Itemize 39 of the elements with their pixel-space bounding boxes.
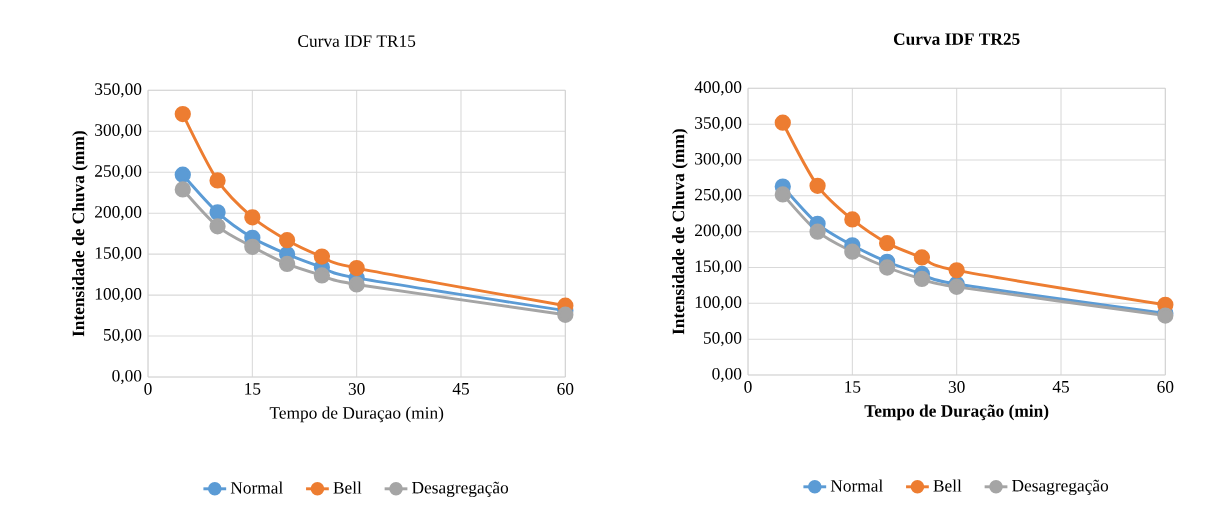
- y-tick-label: 200,00: [95, 206, 142, 221]
- y-tick-label: 350,00: [95, 83, 142, 98]
- legend-label: Bell: [333, 481, 362, 494]
- legend-label: Desagregação: [412, 481, 509, 498]
- y-tick-label: 50,00: [703, 332, 742, 347]
- x-tick-label: 0: [144, 383, 152, 395]
- y-axis-title: Intensidade de Chuva (mm): [72, 131, 88, 337]
- y-axis-title: Intensidade de Chuva (mm): [672, 129, 688, 335]
- y-tick-label: 350,00: [695, 117, 742, 132]
- x-tick-label: 45: [452, 383, 469, 395]
- chart-title: Curva IDF TR25: [893, 33, 1020, 45]
- x-tick-label: 0: [744, 381, 752, 393]
- chart-title: Curva IDF TR15: [298, 35, 416, 47]
- y-tick-label: 0,00: [712, 367, 742, 383]
- x-tick-label: 60: [557, 383, 574, 395]
- x-tick-label: 30: [348, 383, 365, 395]
- x-tick-label: 15: [245, 383, 261, 395]
- y-tick-label: 300,00: [695, 152, 742, 168]
- y-tick-label: 150,00: [95, 247, 142, 262]
- y-tick-label: 250,00: [695, 188, 742, 203]
- legend-label: Normal: [230, 481, 283, 494]
- y-tick-label: 300,00: [95, 124, 142, 139]
- legend-label: Normal: [830, 479, 883, 492]
- y-tick-label: 400,00: [694, 81, 742, 96]
- legend-label: Bell: [933, 479, 962, 492]
- x-tick-label: 30: [948, 381, 965, 393]
- y-tick-label: 150,00: [695, 260, 742, 275]
- x-tick-label: 45: [1052, 381, 1069, 393]
- x-tick-label: 15: [845, 381, 861, 393]
- x-axis-title: Tempo de Duraçao (min): [269, 406, 444, 423]
- y-tick-label: 250,00: [95, 165, 142, 180]
- legend-label: Desagregação: [1012, 479, 1109, 496]
- x-tick-label: 60: [1157, 381, 1174, 393]
- y-tick-label: 100,00: [695, 296, 742, 311]
- y-tick-label: 0,00: [112, 369, 142, 385]
- y-tick-label: 100,00: [95, 288, 142, 303]
- x-axis-title: Tempo de Duração (min): [864, 404, 1049, 421]
- y-tick-label: 200,00: [695, 224, 742, 239]
- y-tick-label: 50,00: [103, 328, 142, 344]
